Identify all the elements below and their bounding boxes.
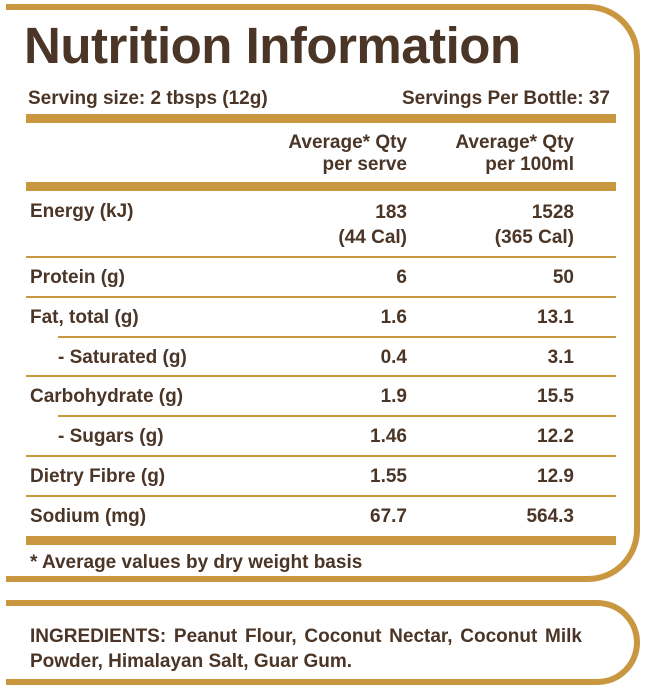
- row-label-saturated: - Saturated (g): [58, 347, 187, 368]
- ingredients-panel: [6, 600, 640, 685]
- header-rule-top: [26, 114, 616, 123]
- energy-cal-per-serve: (44 Cal): [338, 227, 407, 248]
- column-header-per-100-line2: per 100ml: [485, 154, 574, 175]
- column-header-per-serve-line1: Average* Qty: [288, 132, 407, 153]
- row-label-sodium: Sodium (mg): [30, 506, 147, 527]
- row-label-carbohydrate: Carbohydrate (g): [30, 386, 184, 407]
- saturated-per-100: 3.1: [547, 347, 574, 368]
- nutrition-panel: [6, 4, 640, 582]
- serving-size: Serving size: 2 tbsps (12g): [28, 88, 268, 109]
- fibre-per-100: 12.9: [537, 466, 574, 487]
- fibre-per-serve: 1.55: [370, 466, 407, 487]
- row-divider: [58, 415, 616, 417]
- protein-per-serve: 6: [396, 267, 407, 288]
- serving-info: Serving size: 2 tbsps (12g) Servings Per…: [28, 88, 610, 110]
- column-header-per-100-line1: Average* Qty: [455, 132, 574, 153]
- carbohydrate-per-serve: 1.9: [380, 386, 407, 407]
- sugars-per-100: 12.2: [537, 426, 574, 447]
- protein-per-100: 50: [552, 267, 574, 288]
- saturated-per-serve: 0.4: [380, 347, 407, 368]
- row-divider: [26, 375, 616, 377]
- row-energy-per-serve: 183 (44 Cal): [338, 200, 407, 250]
- row-label-energy: Energy (kJ): [30, 201, 134, 222]
- sodium-per-100: 564.3: [526, 506, 574, 527]
- row-label-sugars: - Sugars (g): [58, 426, 164, 447]
- row-label-fibre: Dietry Fibre (g): [30, 466, 166, 487]
- table-rule-bottom: [26, 536, 616, 545]
- carbohydrate-per-100: 15.5: [537, 386, 574, 407]
- sodium-per-serve: 67.7: [370, 506, 407, 527]
- servings-per-bottle: Servings Per Bottle: 37: [401, 88, 610, 109]
- ingredients-text: INGREDIENTS: Peanut Flour, Coconut Necta…: [30, 626, 582, 672]
- row-energy-per-100: 1528 (365 Cal): [495, 200, 574, 250]
- sugars-per-serve: 1.46: [370, 426, 407, 447]
- page-title: Nutrition Information: [24, 17, 521, 74]
- energy-cal-per-100: (365 Cal): [494, 227, 574, 248]
- column-header-per-serve-line2: per serve: [322, 154, 407, 175]
- fat-per-serve: 1.6: [380, 307, 407, 328]
- row-label-protein: Protein (g): [30, 267, 125, 288]
- row-divider: [26, 296, 616, 298]
- footnote: * Average values by dry weight basis: [30, 552, 363, 573]
- header-rule-bottom: [26, 182, 616, 191]
- row-divider: [58, 336, 616, 338]
- energy-kj-per-100: 1528: [531, 202, 574, 223]
- row-label-fat: Fat, total (g): [30, 307, 139, 328]
- row-divider: [26, 455, 616, 457]
- fat-per-100: 13.1: [537, 307, 574, 328]
- column-header-per-serve: Average* Qty per serve: [288, 132, 407, 176]
- column-header-per-100: Average* Qty per 100ml: [455, 132, 574, 176]
- row-divider: [26, 256, 616, 258]
- energy-kj-per-serve: 183: [375, 202, 407, 223]
- row-divider: [26, 495, 616, 497]
